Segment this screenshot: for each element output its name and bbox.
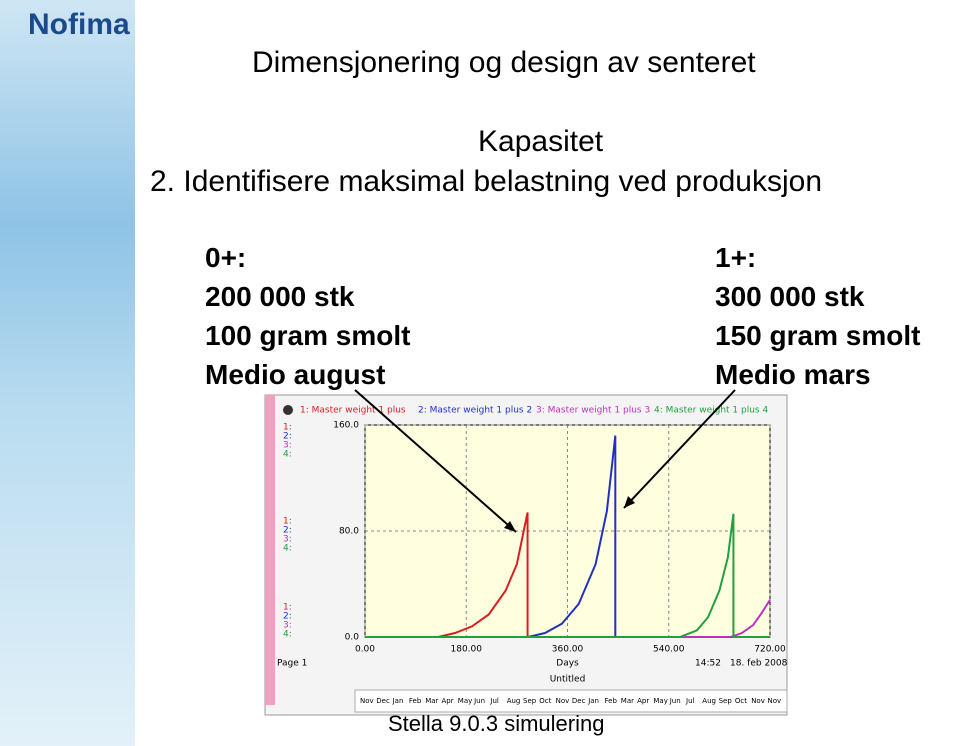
series-axis-label: 3: bbox=[283, 535, 292, 545]
series-axis-label: 4: bbox=[283, 450, 292, 460]
y-tick-label: 160.0 bbox=[333, 421, 359, 431]
month: Sep bbox=[523, 697, 537, 705]
block-line: Medio august bbox=[205, 359, 386, 390]
month: Mar bbox=[621, 697, 634, 705]
month: Aug bbox=[507, 697, 521, 705]
legend-entry: 3: Master weight 1 plus 3 bbox=[536, 406, 650, 416]
month-bar bbox=[354, 689, 788, 713]
month: Oct bbox=[735, 697, 747, 705]
series-line bbox=[365, 435, 770, 638]
month: Nov bbox=[556, 697, 570, 705]
month: Sep bbox=[719, 697, 733, 705]
left-block: 0+: 200 000 stk 100 gram smolt Medio august bbox=[205, 238, 410, 394]
block-line: 100 gram smolt bbox=[205, 320, 411, 351]
y-tick-label: 0.0 bbox=[345, 633, 360, 643]
x-tick-label: 180.00 bbox=[451, 645, 483, 655]
month: Jul bbox=[489, 697, 499, 705]
series-axis-label: 2: bbox=[283, 432, 292, 442]
month: Apr bbox=[442, 697, 454, 705]
block-line: 1+: bbox=[715, 242, 757, 273]
month: Nov bbox=[768, 697, 782, 705]
series-axis-label: 4: bbox=[283, 630, 292, 640]
month: Dec bbox=[376, 697, 390, 705]
graph-name: Untitled bbox=[550, 675, 586, 685]
x-tick-label: 0.00 bbox=[355, 645, 375, 655]
month: Jun bbox=[473, 697, 485, 705]
series-line bbox=[365, 513, 770, 638]
y-tick-label: 80.0 bbox=[339, 527, 359, 537]
block-line: Medio mars bbox=[715, 359, 871, 390]
page-label: Page 1 bbox=[277, 659, 307, 669]
month: Oct bbox=[539, 697, 551, 705]
logo: Nofima bbox=[28, 8, 130, 41]
month: Apr bbox=[637, 697, 649, 705]
date: 18. feb 2008 bbox=[730, 659, 788, 669]
x-tick-label: 360.00 bbox=[552, 645, 584, 655]
month: May bbox=[458, 697, 472, 705]
month: Aug bbox=[702, 697, 716, 705]
month: Jul bbox=[685, 697, 695, 705]
month: May bbox=[653, 697, 667, 705]
menu-icon bbox=[283, 405, 293, 415]
series-axis-label: 3: bbox=[283, 441, 292, 451]
block-line: 150 gram smolt bbox=[715, 320, 921, 351]
series-axis-label: 2: bbox=[283, 612, 292, 622]
side-image bbox=[0, 0, 135, 746]
legend-entry: 1: Master weight 1 plus bbox=[300, 406, 406, 416]
month: Mar bbox=[425, 697, 438, 705]
series-line bbox=[365, 512, 770, 638]
block-line: 0+: bbox=[205, 242, 247, 273]
month: Dec bbox=[572, 697, 586, 705]
heading: 2. Identifisere maksimal belastning ved … bbox=[150, 165, 823, 198]
block-line: 200 000 stk bbox=[205, 281, 355, 312]
x-label: Days bbox=[556, 659, 579, 669]
right-block: 1+: 300 000 stk 150 gram smolt Medio mars bbox=[715, 238, 920, 394]
x-tick-label: 720.00 bbox=[754, 645, 786, 655]
time: 14:52 bbox=[695, 659, 721, 669]
title: Dimensjonering og design av senteret bbox=[252, 46, 756, 79]
month: Nov bbox=[751, 697, 765, 705]
series-axis-label: 3: bbox=[283, 621, 292, 631]
series-axis-label: 1: bbox=[283, 423, 292, 433]
month: Feb bbox=[605, 697, 618, 705]
month: Jan bbox=[587, 697, 599, 705]
month: Jun bbox=[669, 697, 681, 705]
series-axis-label: 1: bbox=[283, 517, 292, 527]
legend-entry: 4: Master weight 1 plus 4 bbox=[654, 406, 768, 416]
side-strip bbox=[265, 395, 275, 705]
caption: Stella 9.0.3 simulering bbox=[388, 711, 605, 736]
series-axis-label: 4: bbox=[283, 544, 292, 554]
series-axis-label: 1: bbox=[283, 603, 292, 613]
x-tick-label: 540.00 bbox=[653, 645, 685, 655]
legend-entry: 2: Master weight 1 plus 2 bbox=[418, 406, 532, 416]
block-line: 300 000 stk bbox=[715, 281, 865, 312]
subtitle: Kapasitet bbox=[478, 125, 604, 158]
month: Feb bbox=[409, 697, 422, 705]
month: Nov bbox=[360, 697, 374, 705]
month: Jan bbox=[392, 697, 404, 705]
series-axis-label: 2: bbox=[283, 526, 292, 536]
